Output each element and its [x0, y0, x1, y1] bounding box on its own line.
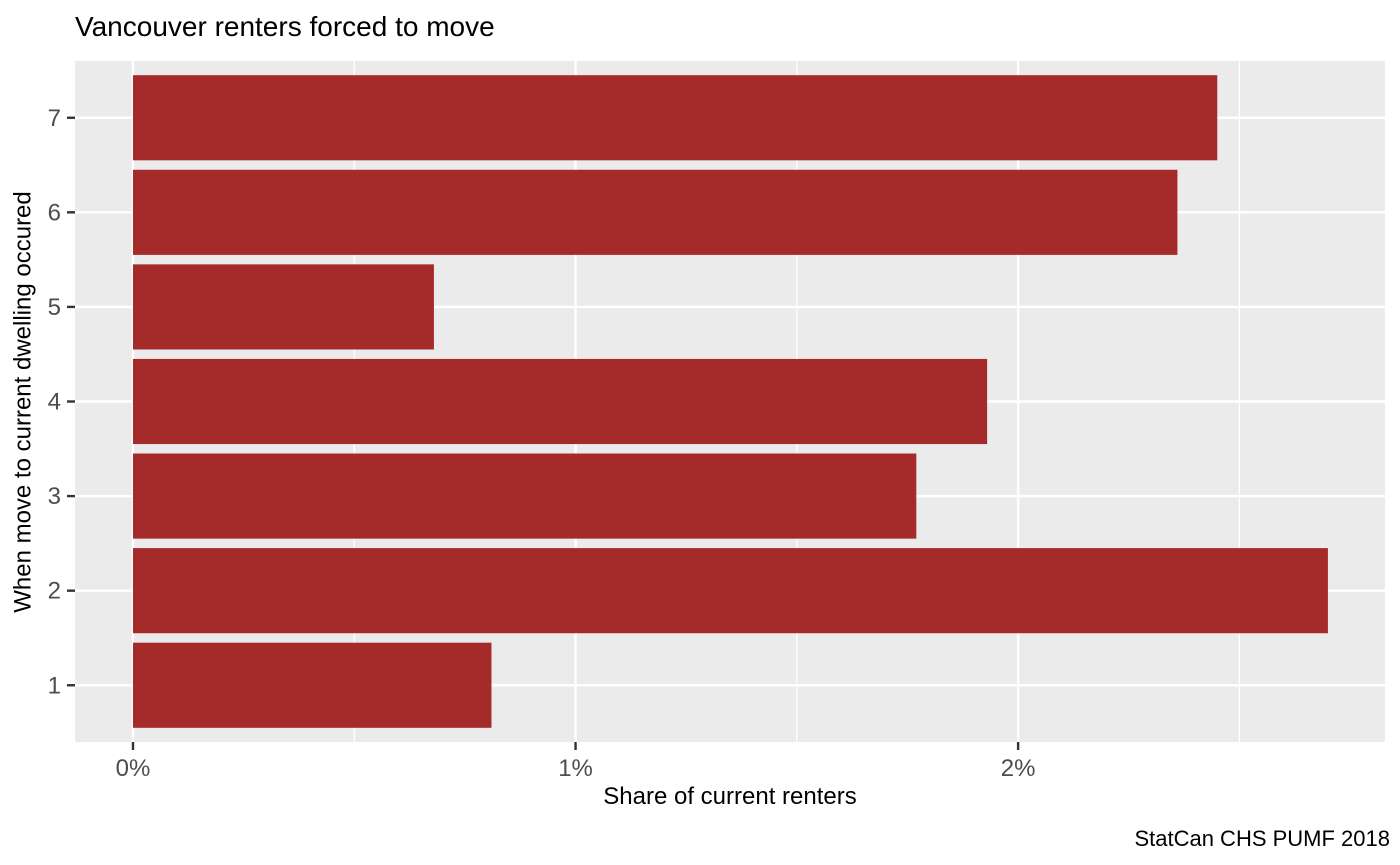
- y-axis-tick-label: 6: [48, 199, 61, 226]
- bar-category-2: [132, 548, 1328, 634]
- y-axis-tick-label: 1: [48, 672, 61, 699]
- x-axis-tick-label: 0%: [116, 755, 151, 782]
- bar-category-1: [132, 642, 492, 728]
- y-axis-tick-label: 5: [48, 294, 61, 321]
- y-axis-tick-label: 7: [48, 105, 61, 132]
- x-axis-tick-label: 2%: [1001, 755, 1036, 782]
- chart-title: Vancouver renters forced to move: [75, 11, 495, 42]
- y-axis-tick-label: 4: [48, 389, 61, 416]
- y-axis-tick-label: 3: [48, 483, 61, 510]
- bar-category-6: [132, 169, 1178, 255]
- x-axis-title: Share of current renters: [603, 783, 857, 810]
- bar-category-3: [132, 453, 917, 539]
- x-axis-tick-label: 1%: [558, 755, 593, 782]
- bar-category-7: [132, 75, 1218, 161]
- chart-caption: StatCan CHS PUMF 2018: [1134, 826, 1390, 851]
- bar-category-5: [132, 264, 434, 350]
- y-axis-tick-label: 2: [48, 578, 61, 605]
- bar-category-4: [132, 358, 988, 445]
